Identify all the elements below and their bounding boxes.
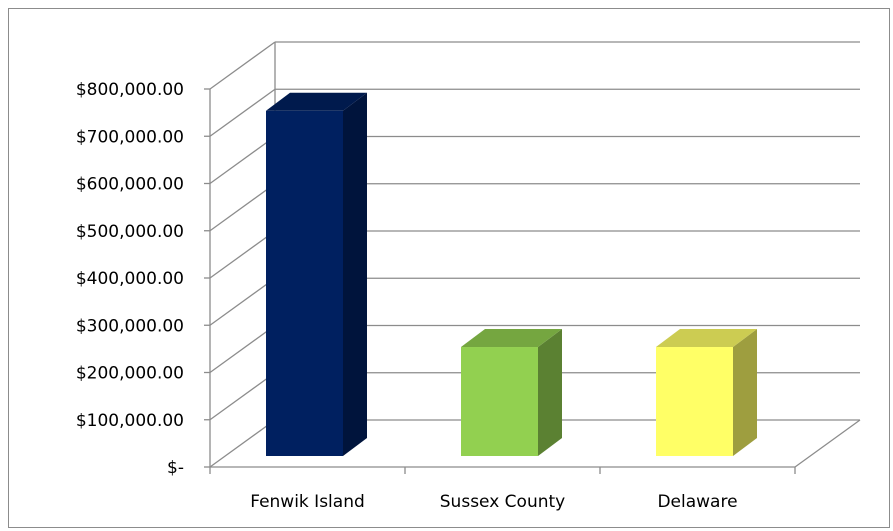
gridline-side [209, 88, 276, 137]
y-tick-label: $100,000.00 [76, 411, 184, 431]
bar-side-face [343, 92, 367, 456]
gridline-side [209, 372, 276, 421]
gridlines [209, 41, 860, 468]
gridline-side [209, 183, 276, 232]
gridline-side [209, 135, 276, 185]
bars [266, 92, 757, 456]
bar-delaware [656, 329, 757, 456]
bar-fenwik-island [266, 92, 367, 456]
bar-top-face [461, 329, 562, 348]
bar-side-face [538, 329, 562, 456]
y-tick-label: $200,000.00 [76, 364, 184, 384]
gridline-side [209, 419, 276, 468]
y-tick-label: $400,000.00 [76, 269, 184, 289]
y-tick-label: $500,000.00 [76, 222, 184, 242]
x-category-label: Delaware [657, 492, 737, 512]
gridline-side [209, 277, 276, 326]
y-axis: $- $100,000.00 $200,000.00 $300,000.00 $400,… [76, 80, 210, 478]
gridline-side [209, 41, 276, 90]
bar-side-face [733, 329, 757, 456]
gridline-side [209, 230, 276, 279]
bar-front-face [461, 347, 538, 456]
x-category-label: Fenwik Island [250, 492, 365, 512]
y-tick-label: $700,000.00 [76, 127, 184, 147]
bar-sussex-county [461, 329, 562, 456]
x-axis [209, 467, 796, 474]
y-tick-label: $600,000.00 [76, 175, 184, 195]
y-tick-label: $- [167, 458, 184, 478]
bar-front-face [656, 347, 733, 456]
x-axis-labels: Fenwik Island Sussex County Delaware [250, 492, 737, 512]
gridline-side [209, 324, 276, 374]
bar-top-face [656, 329, 757, 348]
x-category-label: Sussex County [440, 492, 565, 512]
bar-front-face [266, 110, 343, 456]
y-tick-label: $800,000.00 [76, 80, 184, 100]
y-tick-label: $300,000.00 [76, 316, 184, 336]
bar-top-face [266, 92, 367, 111]
